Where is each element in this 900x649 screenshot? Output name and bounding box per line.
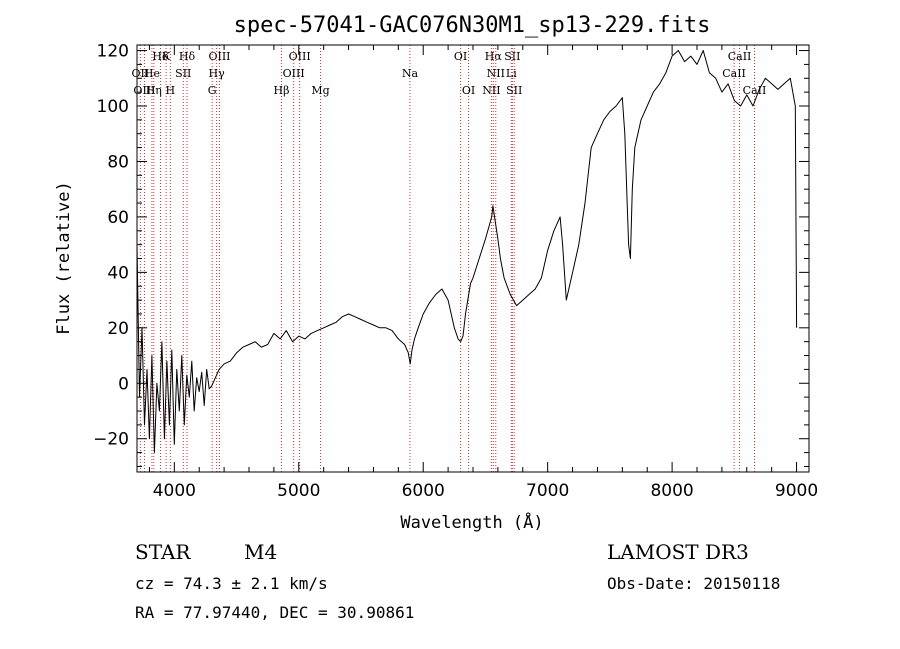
y-tick-label: 120 <box>97 42 129 62</box>
x-tick-label: 7000 <box>526 481 569 501</box>
line-label: G <box>208 84 217 97</box>
line-label: SII <box>506 84 522 97</box>
obs-date: Obs-Date: 20150118 <box>607 574 781 593</box>
line-label: Hη <box>146 84 162 97</box>
x-tick-label: 9000 <box>775 481 818 501</box>
chart-title: spec-57041-GAC076N30M1_sp13-229.fits <box>234 13 711 38</box>
x-tick-label: 4000 <box>153 481 196 501</box>
y-tick-label: 0 <box>118 374 129 394</box>
spectrum-line <box>136 50 798 454</box>
x-axis-label: Wavelength (Å) <box>400 511 543 533</box>
line-label: NII <box>482 84 500 97</box>
line-label: Li <box>506 67 517 80</box>
object-subclass: M4 <box>244 540 278 564</box>
y-tick-label: 60 <box>107 208 129 228</box>
line-label: CaII <box>728 50 752 63</box>
line-label: NII <box>487 67 505 80</box>
line-label: OIII <box>133 84 155 97</box>
y-axis-ticks: −20 0 20 40 60 80 100 120 <box>93 42 809 467</box>
spectrum-series <box>136 50 798 454</box>
line-label: SII <box>175 67 191 80</box>
x-tick-label: 6000 <box>402 481 445 501</box>
x-tick-label: 8000 <box>650 481 693 501</box>
line-label: He <box>144 67 160 80</box>
y-tick-label: 100 <box>97 97 129 117</box>
line-label: Hδ <box>179 50 196 63</box>
line-label: OIII <box>283 67 305 80</box>
line-label: OII <box>132 67 150 80</box>
y-tick-label: 80 <box>107 152 129 172</box>
line-label: CaII <box>722 67 746 80</box>
line-label: OIII <box>289 50 311 63</box>
object-class: STAR <box>135 540 191 564</box>
redshift-cz: cz = 74.3 ± 2.1 km/s <box>135 574 328 593</box>
survey-name: LAMOST DR3 <box>607 540 749 564</box>
line-label: Hγ <box>209 67 226 80</box>
line-label: K <box>162 50 171 63</box>
y-tick-label: 40 <box>107 263 129 283</box>
y-tick-label: −20 <box>93 430 129 450</box>
line-label: SII <box>504 50 520 63</box>
x-axis-ticks: 4000 5000 6000 7000 8000 9000 <box>148 45 818 501</box>
line-label: OIII <box>208 50 230 63</box>
line-label: Hβ <box>274 84 290 97</box>
line-label: Na <box>402 67 419 80</box>
y-axis-label: Flux (relative) <box>54 181 74 335</box>
plot-frame <box>136 44 810 473</box>
line-label: H <box>166 84 176 97</box>
line-label: Hα <box>485 50 503 63</box>
line-label: OI <box>462 84 475 97</box>
line-label: Mg <box>311 84 329 97</box>
ra-dec: RA = 77.97440, DEC = 30.90861 <box>135 603 415 622</box>
y-tick-label: 20 <box>107 319 129 339</box>
x-tick-label: 5000 <box>277 481 320 501</box>
line-label: Hδ <box>152 50 169 63</box>
line-label: OI <box>454 50 467 63</box>
